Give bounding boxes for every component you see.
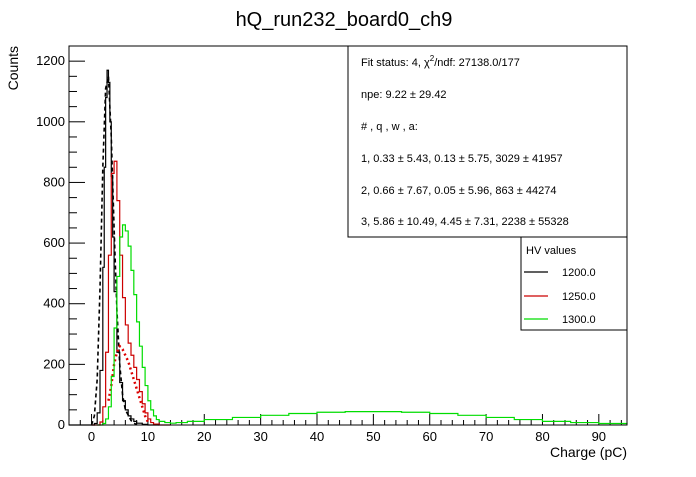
legend-label-1200: 1200.0 [562,267,596,279]
param-row-2: 2, 0.66 ± 7.67, 0.05 ± 5.96, 863 ± 44274 [361,185,556,197]
y-tick-label: 600 [43,235,65,250]
y-tick-label: 1000 [36,114,65,129]
axes: 0 10 20 30 40 50 60 70 80 90 0 200 400 600 800 1000 1200 [36,45,622,444]
y-tick-label: 200 [43,356,65,371]
x-tick-label: 50 [366,429,380,444]
y-axis-label: Counts [5,46,21,90]
x-tick-label: 80 [535,429,549,444]
x-tick-label: 10 [141,429,155,444]
series-line-4 [97,224,628,426]
x-tick-label: 20 [197,429,211,444]
param-row-3: 3, 5.86 ± 10.49, 4.45 ± 7.31, 2238 ± 553… [361,216,569,228]
legend-frame [520,236,628,331]
param-header-line: # , q , w , a: [361,121,418,133]
x-tick-label: 0 [88,429,95,444]
series-line-0 [69,69,160,426]
fit-stats-frame [347,45,628,238]
x-tick-label: 90 [592,429,606,444]
legend: HV values 1200.0 1250.0 1300.0 [520,236,628,331]
legend-label-1250: 1250.0 [562,291,596,303]
series-group [69,69,628,426]
y-tick-label: 800 [43,174,65,189]
npe-line: npe: 9.22 ± 29.42 [361,89,447,101]
y-tick-label: 0 [58,417,65,432]
x-tick-label: 60 [422,429,436,444]
y-tick-label: 400 [43,296,65,311]
series-line-2 [91,160,171,426]
y-tick-label: 1200 [36,53,65,68]
param-row-1: 1, 0.33 ± 5.43, 0.13 ± 5.75, 3029 ± 4195… [361,153,563,165]
fit-stats-box: Fit status: 4, χ2/ndf: 27138.0/177 npe: … [347,45,628,238]
fit-status-line: Fit status: 4, χ2/ndf: 27138.0/177 [361,54,520,69]
chart-title: hQ_run232_board0_ch9 [236,9,453,31]
series-line-3 [107,343,150,423]
x-tick-label: 70 [479,429,493,444]
legend-label-1300: 1300.0 [562,314,596,326]
x-tick-label: 30 [253,429,267,444]
legend-title: HV values [526,245,577,257]
x-axis-label: Charge (pC) [550,444,627,460]
x-tick-label: 40 [310,429,324,444]
